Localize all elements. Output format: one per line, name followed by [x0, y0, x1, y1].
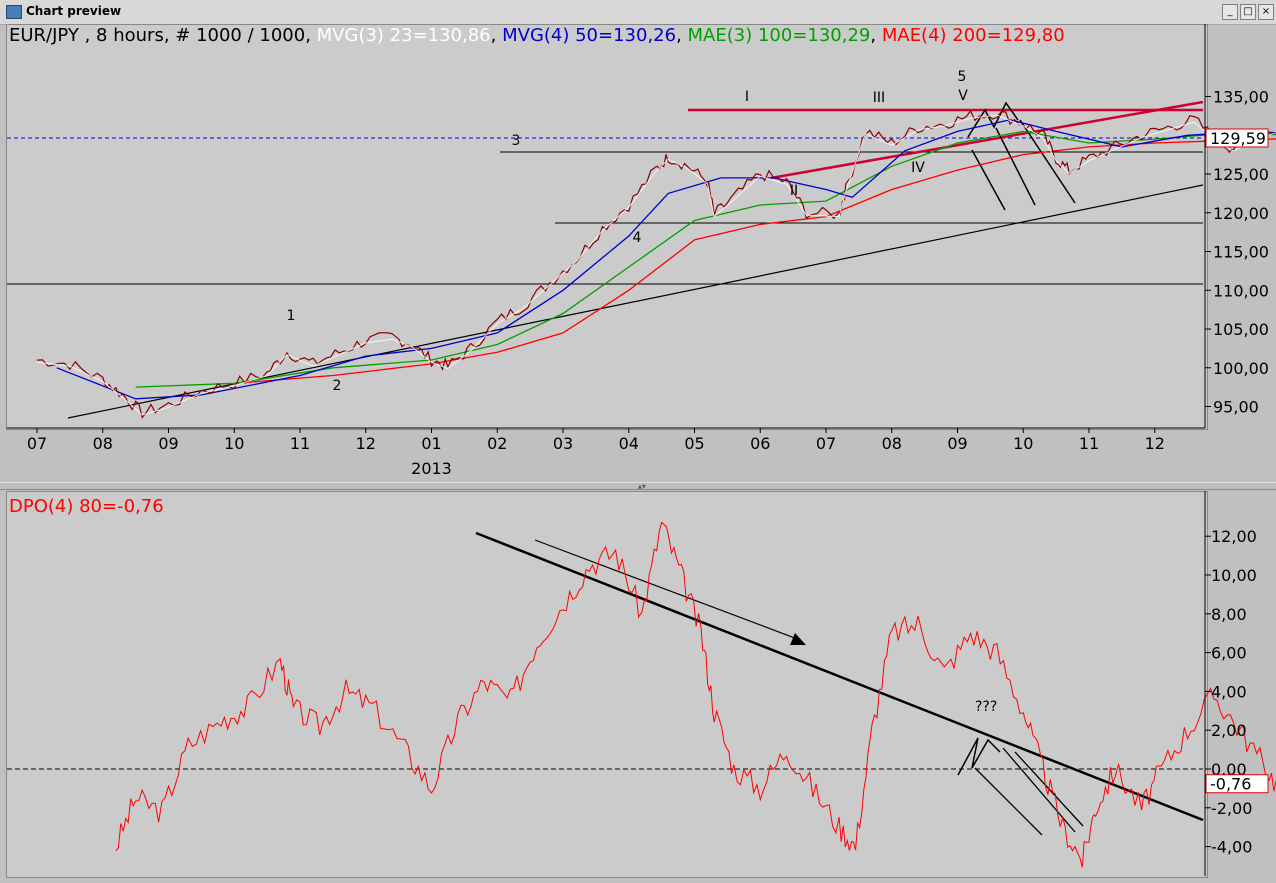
mae3-series: [135, 130, 1276, 388]
month-tick-label: 12: [356, 434, 376, 453]
dpo-ytick-label: 12,00: [1211, 527, 1257, 546]
dpo-current-value: -0,76: [1210, 775, 1251, 794]
month-tick-label: 11: [290, 434, 310, 453]
price-annotation-lines: [7, 100, 1204, 419]
month-tick-label: 03: [553, 434, 573, 453]
dpo-projection-zigzag: [957, 737, 1001, 776]
price-legend: EUR/JPY , 8 hours, # 1000 / 1000, MVG(3)…: [9, 25, 1065, 46]
dpo-ytick-label: 10,00: [1211, 566, 1257, 585]
mvg4-series: [56, 119, 1276, 400]
month-tick-label: 10: [1013, 434, 1033, 453]
close-icon[interactable]: ×: [1258, 4, 1274, 20]
month-tick-label: 04: [619, 434, 639, 453]
dpo-legend: DPO(4) 80=-0,76: [9, 496, 164, 517]
price-ytick-label: 125,00: [1213, 165, 1269, 184]
month-tick-label: 09: [947, 434, 967, 453]
projection-down-line-3: [1019, 119, 1076, 204]
legend-symbol: EUR/JPY , 8 hours, # 1000 / 1000: [9, 25, 306, 46]
wave-label-5: 5: [958, 69, 967, 85]
dpo-ytick-label: 4,00: [1211, 682, 1247, 701]
price-ytick-label: 115,00: [1213, 243, 1269, 262]
month-tick-label: 07: [816, 434, 836, 453]
maximize-icon[interactable]: □: [1240, 4, 1256, 20]
window-title: Chart preview: [26, 4, 122, 18]
month-tick-label: 08: [882, 434, 902, 453]
wave-label-II: II: [790, 183, 798, 199]
dpo-arrow-head: [790, 633, 806, 645]
wave-label-3: 3: [512, 133, 521, 149]
wave-label-I: I: [745, 89, 749, 105]
month-tick-label: 09: [158, 434, 178, 453]
month-tick-label: 05: [684, 434, 704, 453]
wave-label-V: V: [958, 88, 968, 104]
mvg3-series: [36, 114, 1276, 416]
month-tick-label: 12: [1145, 434, 1165, 453]
price-series: [36, 109, 1276, 419]
projection-down-line-2: [995, 127, 1036, 206]
month-tick-label: 02: [487, 434, 507, 453]
app-icon: [6, 5, 22, 19]
dpo-arrow-shaft: [534, 539, 801, 641]
dpo-ytick-label: 2,00: [1211, 721, 1247, 740]
legend-mvg4: MVG(4) 50=130,26: [502, 25, 677, 46]
price-ytick-label: 105,00: [1213, 320, 1269, 339]
pane-splitter[interactable]: ▲▼: [0, 482, 1276, 490]
dpo-projection-line-2: [1002, 747, 1076, 833]
legend-mae4: MAE(4) 200=129,80: [881, 25, 1065, 46]
dpo-projection-line-1: [974, 767, 1043, 836]
dpo-chart-pane: [6, 491, 1208, 878]
dpo-trendline: [475, 531, 1204, 822]
price-current-value: 129,59: [1210, 129, 1266, 148]
channel-bottom-line: [770, 100, 1204, 180]
price-ytick-label: 135,00: [1213, 88, 1269, 107]
month-tick-label: 10: [224, 434, 244, 453]
legend-mae3: MAE(3) 100=130,29: [687, 25, 871, 46]
projection-down-line-1: [971, 149, 1006, 211]
month-tick-label: 01: [421, 434, 441, 453]
dpo-current-box: [1205, 774, 1269, 794]
year-label: 2013: [411, 459, 452, 478]
dpo-series: [115, 521, 1276, 868]
month-tick-label: 06: [750, 434, 770, 453]
wave-label-2: 2: [333, 378, 342, 394]
projection-zigzag: [967, 101, 1019, 138]
month-tick-label: 08: [93, 434, 113, 453]
price-ytick-label: 110,00: [1213, 281, 1269, 300]
price-ytick-label: 100,00: [1213, 359, 1269, 378]
dpo-ytick-label: 8,00: [1211, 605, 1247, 624]
wave-label-IV: IV: [911, 160, 925, 176]
dpo-ytick-label: -4,00: [1211, 838, 1252, 857]
dpo-ytick-label: 6,00: [1211, 644, 1247, 663]
price-current-box: [1205, 128, 1269, 148]
month-tick-label: 11: [1079, 434, 1099, 453]
dpo-ytick-label: -2,00: [1211, 799, 1252, 818]
wave-label-1: 1: [287, 308, 296, 324]
legend-mvg3: MVG(3) 23=130,86: [316, 25, 491, 46]
wave-label-4: 4: [633, 230, 642, 246]
month-tick-label: 07: [27, 434, 47, 453]
minimize-icon[interactable]: _: [1222, 4, 1238, 20]
wave-label-III: III: [873, 90, 885, 106]
price-ytick-label: 95,00: [1213, 398, 1259, 417]
price-ytick-label: 120,00: [1213, 204, 1269, 223]
dpo-annotation: ???: [975, 699, 997, 715]
